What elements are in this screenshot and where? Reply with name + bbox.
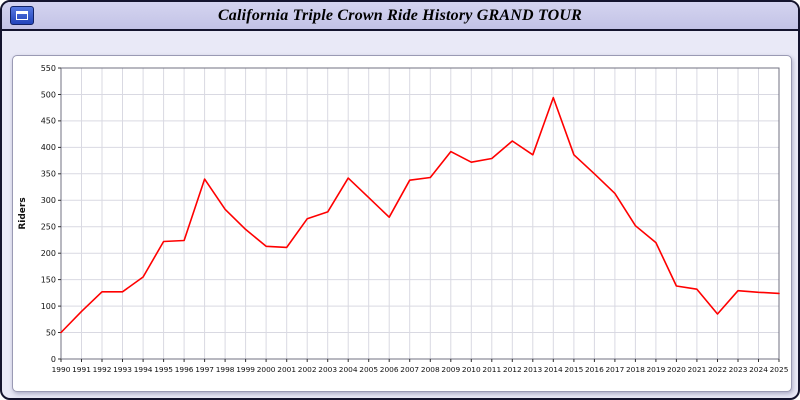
svg-text:2000: 2000 xyxy=(257,365,276,374)
page-title: California Triple Crown Ride History GRA… xyxy=(217,6,583,24)
svg-text:2016: 2016 xyxy=(585,365,604,374)
title-bar: California Triple Crown Ride History GRA… xyxy=(2,2,798,31)
svg-text:1990: 1990 xyxy=(52,365,71,374)
svg-text:2015: 2015 xyxy=(564,365,583,374)
svg-text:350: 350 xyxy=(41,170,56,179)
svg-text:2010: 2010 xyxy=(462,365,481,374)
svg-text:150: 150 xyxy=(41,275,56,284)
svg-text:450: 450 xyxy=(41,117,56,126)
svg-text:2018: 2018 xyxy=(626,365,645,374)
svg-text:1991: 1991 xyxy=(72,365,91,374)
svg-text:2013: 2013 xyxy=(523,365,542,374)
y-axis-labels: 0 50 100 150 200 250 300 350 400 450 500 550 xyxy=(41,64,61,364)
svg-text:2009: 2009 xyxy=(441,365,460,374)
svg-text:2001: 2001 xyxy=(277,365,296,374)
svg-text:0: 0 xyxy=(51,355,56,364)
svg-text:2024: 2024 xyxy=(749,365,768,374)
svg-text:2025: 2025 xyxy=(770,365,789,374)
svg-text:2020: 2020 xyxy=(667,365,686,374)
svg-text:2012: 2012 xyxy=(503,365,522,374)
svg-text:1998: 1998 xyxy=(216,365,235,374)
svg-text:500: 500 xyxy=(41,90,56,99)
svg-text:2006: 2006 xyxy=(380,365,399,374)
svg-text:2003: 2003 xyxy=(318,365,337,374)
svg-text:2019: 2019 xyxy=(646,365,665,374)
x-axis-labels: 1990 1991 1992 1993 1994 1995 1996 1997 1998 1999… xyxy=(52,359,789,374)
svg-text:2023: 2023 xyxy=(729,365,748,374)
svg-text:1999: 1999 xyxy=(236,365,255,374)
riders-series-line xyxy=(60,96,780,334)
svg-text:400: 400 xyxy=(41,143,56,152)
svg-text:550: 550 xyxy=(41,64,56,73)
window-icon xyxy=(16,11,28,20)
svg-text:2004: 2004 xyxy=(339,365,358,374)
svg-text:2017: 2017 xyxy=(605,365,624,374)
svg-text:300: 300 xyxy=(41,196,56,205)
chart-panel: 0 50 100 150 200 250 300 350 400 450 500 550 1990 199… xyxy=(12,55,792,392)
svg-text:50: 50 xyxy=(46,328,56,337)
svg-text:1994: 1994 xyxy=(134,365,153,374)
svg-text:2005: 2005 xyxy=(359,365,378,374)
svg-text:2007: 2007 xyxy=(400,365,419,374)
svg-text:1993: 1993 xyxy=(113,365,132,374)
svg-text:1996: 1996 xyxy=(175,365,194,374)
svg-text:2022: 2022 xyxy=(708,365,727,374)
svg-text:2014: 2014 xyxy=(544,365,563,374)
svg-text:1997: 1997 xyxy=(195,365,214,374)
svg-text:250: 250 xyxy=(41,223,56,232)
svg-text:2011: 2011 xyxy=(482,365,501,374)
svg-text:1992: 1992 xyxy=(93,365,112,374)
svg-text:1995: 1995 xyxy=(154,365,173,374)
svg-text:200: 200 xyxy=(41,249,56,258)
svg-text:2002: 2002 xyxy=(298,365,317,374)
svg-text:2008: 2008 xyxy=(421,365,440,374)
y-axis-title: Riders xyxy=(18,197,28,229)
svg-text:100: 100 xyxy=(41,302,56,311)
plot-frame xyxy=(60,67,780,360)
app-icon[interactable] xyxy=(10,6,34,25)
svg-text:2021: 2021 xyxy=(687,365,706,374)
gridlines xyxy=(60,67,780,360)
